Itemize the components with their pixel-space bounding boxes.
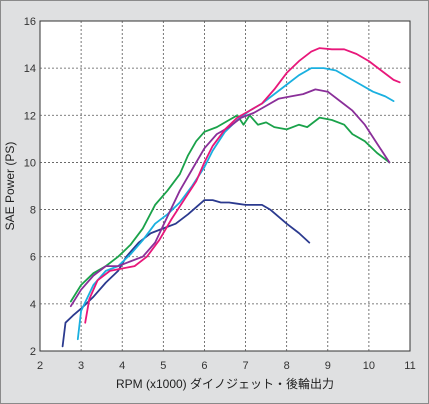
y-tick-label: 10 — [24, 157, 36, 169]
y-tick-label: 2 — [30, 346, 36, 358]
x-tick-label: 2 — [37, 360, 43, 372]
tick-labels: 2 3 4 5 6 7 8 9 10 11 2 4 6 8 10 12 14 16 — [24, 16, 416, 372]
x-tick-label: 10 — [363, 360, 375, 372]
y-tick-label: 14 — [24, 63, 36, 75]
x-tick-label: 9 — [325, 360, 331, 372]
x-tick-label: 8 — [284, 360, 290, 372]
series-line-4 — [69, 88, 391, 308]
series-lines — [61, 47, 401, 348]
x-tick-label: 4 — [119, 360, 125, 372]
x-tick-label: 5 — [160, 360, 166, 372]
plot-area — [39, 20, 411, 352]
x-axis-label: RPM (x1000) ダイノジェット・後輪出力 — [116, 376, 334, 391]
x-tick-label: 6 — [201, 360, 207, 372]
grid — [40, 21, 410, 351]
x-tick-label: 7 — [242, 360, 248, 372]
y-tick-label: 16 — [24, 16, 36, 28]
series-line-5 — [84, 47, 401, 324]
series-line-1 — [61, 199, 311, 348]
y-tick-label: 8 — [30, 205, 36, 217]
y-axis-label: SAE Power (PS) — [3, 142, 17, 231]
x-tick-label: 3 — [78, 360, 84, 372]
y-tick-label: 4 — [30, 299, 36, 311]
series-line-2 — [69, 114, 391, 303]
y-tick-label: 6 — [30, 252, 36, 264]
y-tick-label: 12 — [24, 110, 36, 122]
x-tick-label: 11 — [404, 360, 415, 372]
